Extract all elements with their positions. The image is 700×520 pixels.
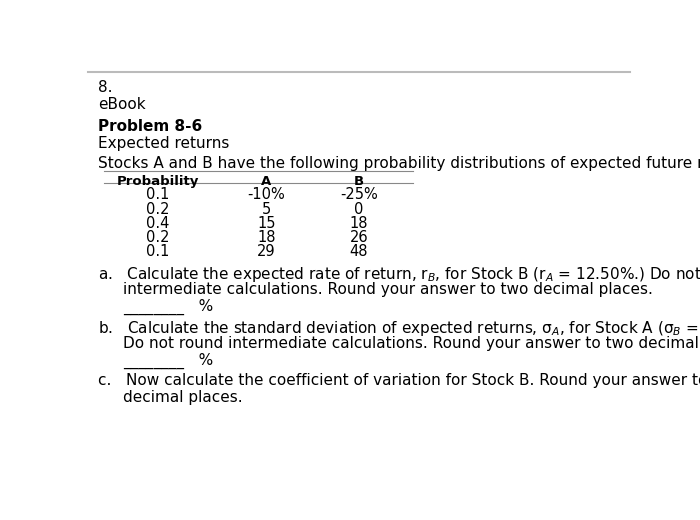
Text: Expected returns: Expected returns [98, 136, 230, 151]
Text: decimal places.: decimal places. [122, 389, 242, 405]
Text: 8.: 8. [98, 81, 113, 95]
Text: intermediate calculations. Round your answer to two decimal places.: intermediate calculations. Round your an… [122, 282, 652, 297]
Text: 0.2: 0.2 [146, 202, 170, 217]
Text: Problem 8-6: Problem 8-6 [98, 120, 202, 134]
Text: B: B [354, 175, 364, 188]
Text: b.   Calculate the standard deviation of expected returns, σ$_A$, for Stock A (σ: b. Calculate the standard deviation of e… [98, 319, 700, 338]
Text: 18: 18 [349, 216, 368, 231]
Text: 15: 15 [258, 216, 276, 231]
Text: ________   %: ________ % [122, 353, 213, 369]
Text: 0.4: 0.4 [146, 216, 169, 231]
Text: eBook: eBook [98, 97, 146, 112]
Text: ________   %: ________ % [122, 299, 213, 315]
Text: 0.1: 0.1 [146, 187, 169, 202]
Text: 29: 29 [257, 244, 276, 259]
Text: 0: 0 [354, 202, 363, 217]
Text: A: A [261, 175, 272, 188]
Text: -25%: -25% [340, 187, 377, 202]
Text: Stocks A and B have the following probability distributions of expected future r: Stocks A and B have the following probab… [98, 156, 700, 171]
Text: c.   Now calculate the coefficient of variation for Stock B. Round your answer t: c. Now calculate the coefficient of vari… [98, 373, 700, 388]
Text: 5: 5 [262, 202, 271, 217]
Text: 48: 48 [349, 244, 368, 259]
Text: Probability: Probability [117, 175, 200, 188]
Text: 26: 26 [349, 230, 368, 245]
Text: 0.2: 0.2 [146, 230, 170, 245]
Text: Do not round intermediate calculations. Round your answer to two decimal places.: Do not round intermediate calculations. … [122, 336, 700, 351]
Text: a.   Calculate the expected rate of return, r$_B$, for Stock B (r$_A$ = 12.50%.): a. Calculate the expected rate of return… [98, 265, 700, 284]
Text: -10%: -10% [248, 187, 286, 202]
Text: 0.1: 0.1 [146, 244, 169, 259]
Text: 18: 18 [258, 230, 276, 245]
